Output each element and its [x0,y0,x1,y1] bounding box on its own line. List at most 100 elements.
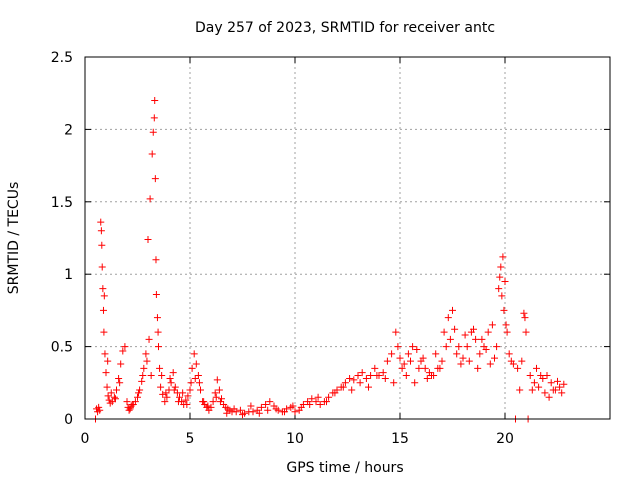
data-point [438,357,446,365]
data-point [169,369,177,377]
data-point [146,195,154,203]
data-point [153,314,161,322]
data-point [478,335,486,343]
data-point [204,402,212,410]
series-srmtid-scatter [97,227,566,423]
data-point [105,396,113,404]
data-point [474,364,482,372]
x-tick-label: 10 [286,431,304,447]
data-point [101,350,109,358]
data-point [356,379,364,387]
data-point [496,273,504,281]
data-point [331,389,339,397]
data-point [392,328,400,336]
data-point [495,285,503,293]
data-point [187,379,195,387]
data-point [446,335,454,343]
data-point [174,398,182,406]
data-point [147,372,155,380]
data-point [134,393,141,401]
data-point [149,128,157,136]
data-point [126,405,134,413]
data-point [142,350,150,358]
data-point [102,369,110,377]
data-point [98,241,106,249]
data-point [163,393,171,401]
data-point [396,354,404,362]
data-point [207,403,215,411]
data-point [498,292,506,300]
data-point [453,350,461,358]
data-point [117,360,125,368]
data-point [125,406,133,414]
data-point [150,114,158,122]
data-point [499,253,507,261]
data-point [486,360,494,368]
data-point [306,401,314,409]
data-point [95,403,103,411]
data-point [104,357,112,365]
tick-labels: 0 5 10 15 20 0 0.5 1 1.5 2 2.5 [51,50,514,447]
data-point [272,405,280,413]
data-point [247,402,255,410]
data-point [341,379,349,387]
data-point [108,398,116,406]
data-point [98,263,106,271]
data-point [97,218,105,226]
data-point [192,360,200,368]
data-point [501,277,509,285]
data-point [444,314,452,322]
data-point [457,360,465,368]
data-point [191,374,199,382]
data-point [388,350,396,358]
data-point [440,328,448,336]
data-point [156,364,164,372]
data-point [215,386,223,394]
data-point [455,343,463,351]
data-point [472,335,480,343]
data-point [493,343,501,351]
data-point [236,406,244,414]
data-point [520,309,528,317]
data-point [123,398,131,406]
data-point [404,350,412,358]
data-point [131,398,139,406]
data-point [179,389,187,397]
data-point [476,350,484,358]
data-point [151,175,159,183]
data-point [308,395,316,403]
series-srmtid [92,96,568,423]
data-point [281,408,288,416]
data-point [183,401,191,409]
data-point [371,364,379,372]
data-point [516,386,524,394]
x-tick-label: 5 [186,431,195,447]
data-point [400,360,408,368]
data-point [209,398,217,406]
data-point [312,398,320,406]
data-point [421,364,429,372]
data-point [314,393,322,401]
data-point [194,372,202,380]
data-point [182,396,190,404]
data-point [558,389,566,397]
data-point [488,321,496,329]
data-point [407,357,414,365]
data-point [526,372,534,380]
data-points [92,96,568,423]
data-point [121,343,129,351]
data-point [409,343,417,351]
data-point [111,395,119,403]
data-point [255,409,263,417]
data-point [521,314,529,322]
data-point [167,379,175,387]
data-point [379,369,387,377]
y-tick-label: 2.5 [51,50,73,66]
data-point [216,398,224,406]
data-point [297,403,305,411]
data-point [152,290,160,298]
data-point [158,372,166,380]
data-point [554,377,561,385]
data-point [491,354,498,362]
data-point [415,364,423,372]
